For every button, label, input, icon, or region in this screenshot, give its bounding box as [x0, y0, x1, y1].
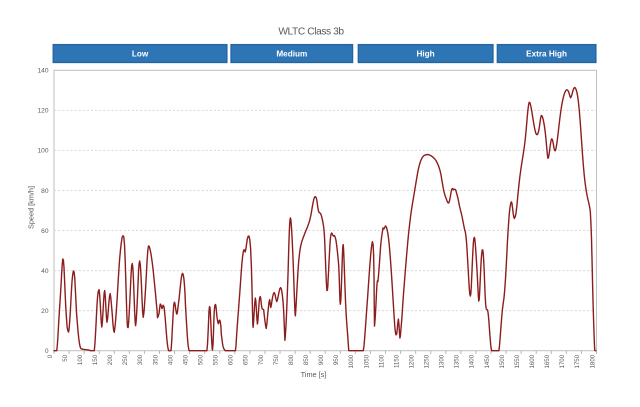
svg-text:650: 650 [243, 354, 250, 365]
svg-text:600: 600 [228, 354, 235, 365]
svg-text:200: 200 [107, 354, 114, 365]
svg-text:250: 250 [122, 354, 129, 365]
svg-text:0: 0 [47, 354, 54, 358]
svg-text:1150: 1150 [393, 354, 400, 368]
svg-text:300: 300 [137, 354, 144, 365]
svg-text:1450: 1450 [484, 354, 491, 368]
svg-text:1600: 1600 [529, 354, 536, 368]
svg-text:1300: 1300 [439, 354, 446, 368]
svg-text:950: 950 [333, 354, 340, 365]
svg-text:100: 100 [37, 148, 48, 155]
svg-text:Medium: Medium [276, 50, 307, 59]
svg-text:120: 120 [37, 108, 48, 115]
svg-text:700: 700 [258, 354, 265, 365]
svg-text:0: 0 [45, 348, 49, 355]
svg-text:Speed [km/h]: Speed [km/h] [26, 186, 35, 229]
svg-text:Extra High: Extra High [526, 50, 567, 59]
svg-text:60: 60 [41, 228, 49, 235]
svg-text:850: 850 [303, 354, 310, 365]
svg-text:1200: 1200 [408, 354, 415, 368]
svg-text:1000: 1000 [348, 354, 355, 368]
svg-text:1250: 1250 [424, 354, 431, 368]
svg-text:1400: 1400 [469, 354, 476, 368]
svg-text:1700: 1700 [559, 354, 566, 368]
svg-text:150: 150 [92, 354, 99, 365]
svg-text:1350: 1350 [454, 354, 461, 368]
svg-text:1550: 1550 [514, 354, 521, 368]
svg-text:WLTC Class 3b: WLTC Class 3b [278, 27, 344, 38]
svg-text:140: 140 [37, 68, 48, 75]
svg-text:900: 900 [318, 354, 325, 365]
svg-text:80: 80 [41, 188, 49, 195]
svg-text:High: High [416, 50, 434, 59]
svg-text:800: 800 [288, 354, 295, 365]
svg-text:550: 550 [213, 354, 220, 365]
svg-text:1650: 1650 [544, 354, 551, 368]
svg-text:50: 50 [62, 354, 69, 361]
svg-text:1500: 1500 [499, 354, 506, 368]
svg-text:Time [s]: Time [s] [301, 370, 327, 379]
svg-text:450: 450 [182, 354, 189, 365]
svg-text:1050: 1050 [363, 354, 370, 368]
svg-text:1100: 1100 [378, 354, 385, 368]
svg-text:20: 20 [41, 308, 49, 315]
svg-text:1750: 1750 [574, 354, 581, 368]
svg-text:350: 350 [152, 354, 159, 365]
svg-text:400: 400 [167, 354, 174, 365]
svg-text:Low: Low [132, 50, 149, 59]
svg-text:500: 500 [197, 354, 204, 365]
svg-text:40: 40 [41, 268, 49, 275]
svg-text:100: 100 [77, 354, 84, 365]
svg-text:750: 750 [273, 354, 280, 365]
svg-text:1800: 1800 [589, 354, 596, 368]
